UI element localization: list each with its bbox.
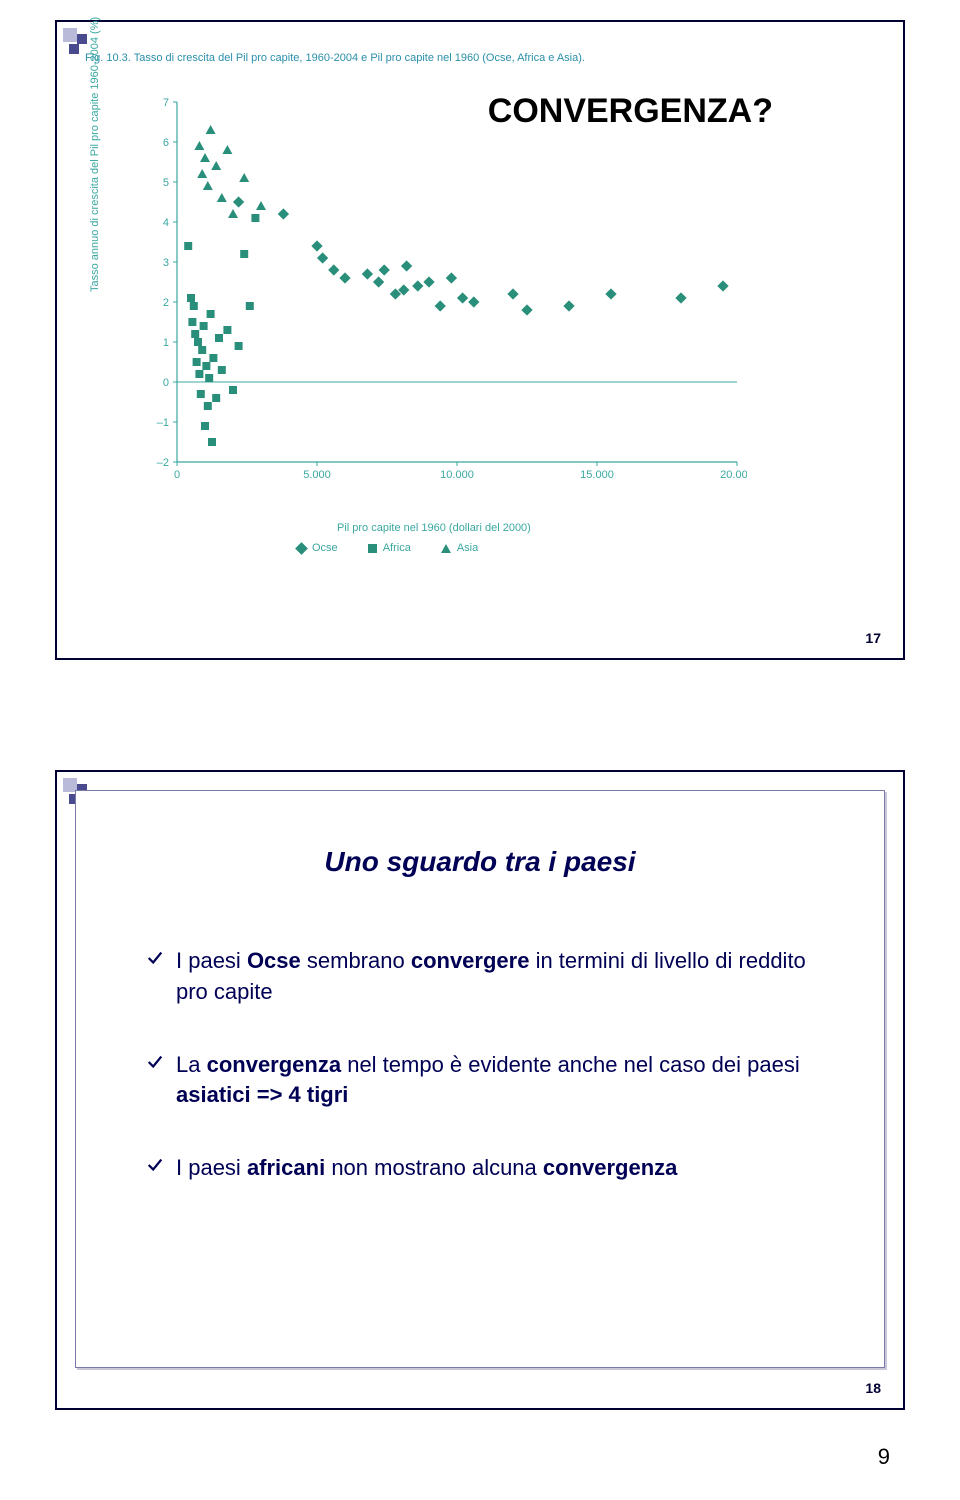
slide-2: Uno sguardo tra i paesi I paesi Ocse sem… (55, 770, 905, 1410)
slide-title: Uno sguardo tra i paesi (76, 846, 884, 878)
svg-text:7: 7 (163, 97, 169, 109)
svg-text:5: 5 (163, 177, 169, 189)
legend-label: Africa (383, 542, 411, 554)
bullet-list: I paesi Ocse sembrano convergere in term… (146, 946, 814, 1226)
svg-text:0: 0 (174, 469, 180, 481)
svg-text:0: 0 (163, 377, 169, 389)
legend-ocse: Ocse (297, 542, 338, 554)
svg-text:–1: –1 (157, 417, 169, 429)
slide-1: Fig. 10.3. Tasso di crescita del Pil pro… (55, 20, 905, 660)
svg-text:2: 2 (163, 297, 169, 309)
svg-text:15.000: 15.000 (580, 469, 614, 481)
svg-text:10.000: 10.000 (440, 469, 474, 481)
svg-text:1: 1 (163, 337, 169, 349)
figure-caption: Fig. 10.3. Tasso di crescita del Pil pro… (85, 52, 585, 64)
svg-text:6: 6 (163, 137, 169, 149)
diamond-icon (295, 542, 308, 555)
x-axis-label: Pil pro capite nel 1960 (dollari del 200… (337, 522, 531, 534)
chart-svg: –2 –1 0 1 2 3 4 5 6 7 0 5.000 10.000 15.000 20.000 (127, 92, 747, 512)
legend-asia: Asia (441, 542, 478, 554)
svg-text:–2: –2 (157, 457, 169, 469)
slide-number: 17 (865, 630, 881, 646)
square-icon (368, 544, 377, 553)
content-box: Uno sguardo tra i paesi I paesi Ocse sem… (75, 790, 885, 1368)
chart-legend: Ocse Africa Asia (297, 542, 478, 554)
slide-number: 18 (865, 1380, 881, 1396)
svg-text:20.000: 20.000 (720, 469, 747, 481)
svg-text:4: 4 (163, 217, 169, 229)
bullet-item: La convergenza nel tempo è evidente anch… (146, 1050, 814, 1112)
legend-africa: Africa (368, 542, 411, 554)
y-axis-label: Tasso annuo di crescita del Pil pro capi… (89, 17, 101, 292)
scatter-chart: –2 –1 0 1 2 3 4 5 6 7 0 5.000 10.000 15.000 20.000 (127, 92, 747, 512)
svg-text:5.000: 5.000 (303, 469, 331, 481)
bullet-item: I paesi africani non mostrano alcuna con… (146, 1153, 814, 1184)
bullet-item: I paesi Ocse sembrano convergere in term… (146, 946, 814, 1008)
page-number: 9 (878, 1444, 890, 1470)
triangle-icon (441, 544, 451, 553)
legend-label: Asia (457, 542, 478, 554)
legend-label: Ocse (312, 542, 338, 554)
svg-text:3: 3 (163, 257, 169, 269)
